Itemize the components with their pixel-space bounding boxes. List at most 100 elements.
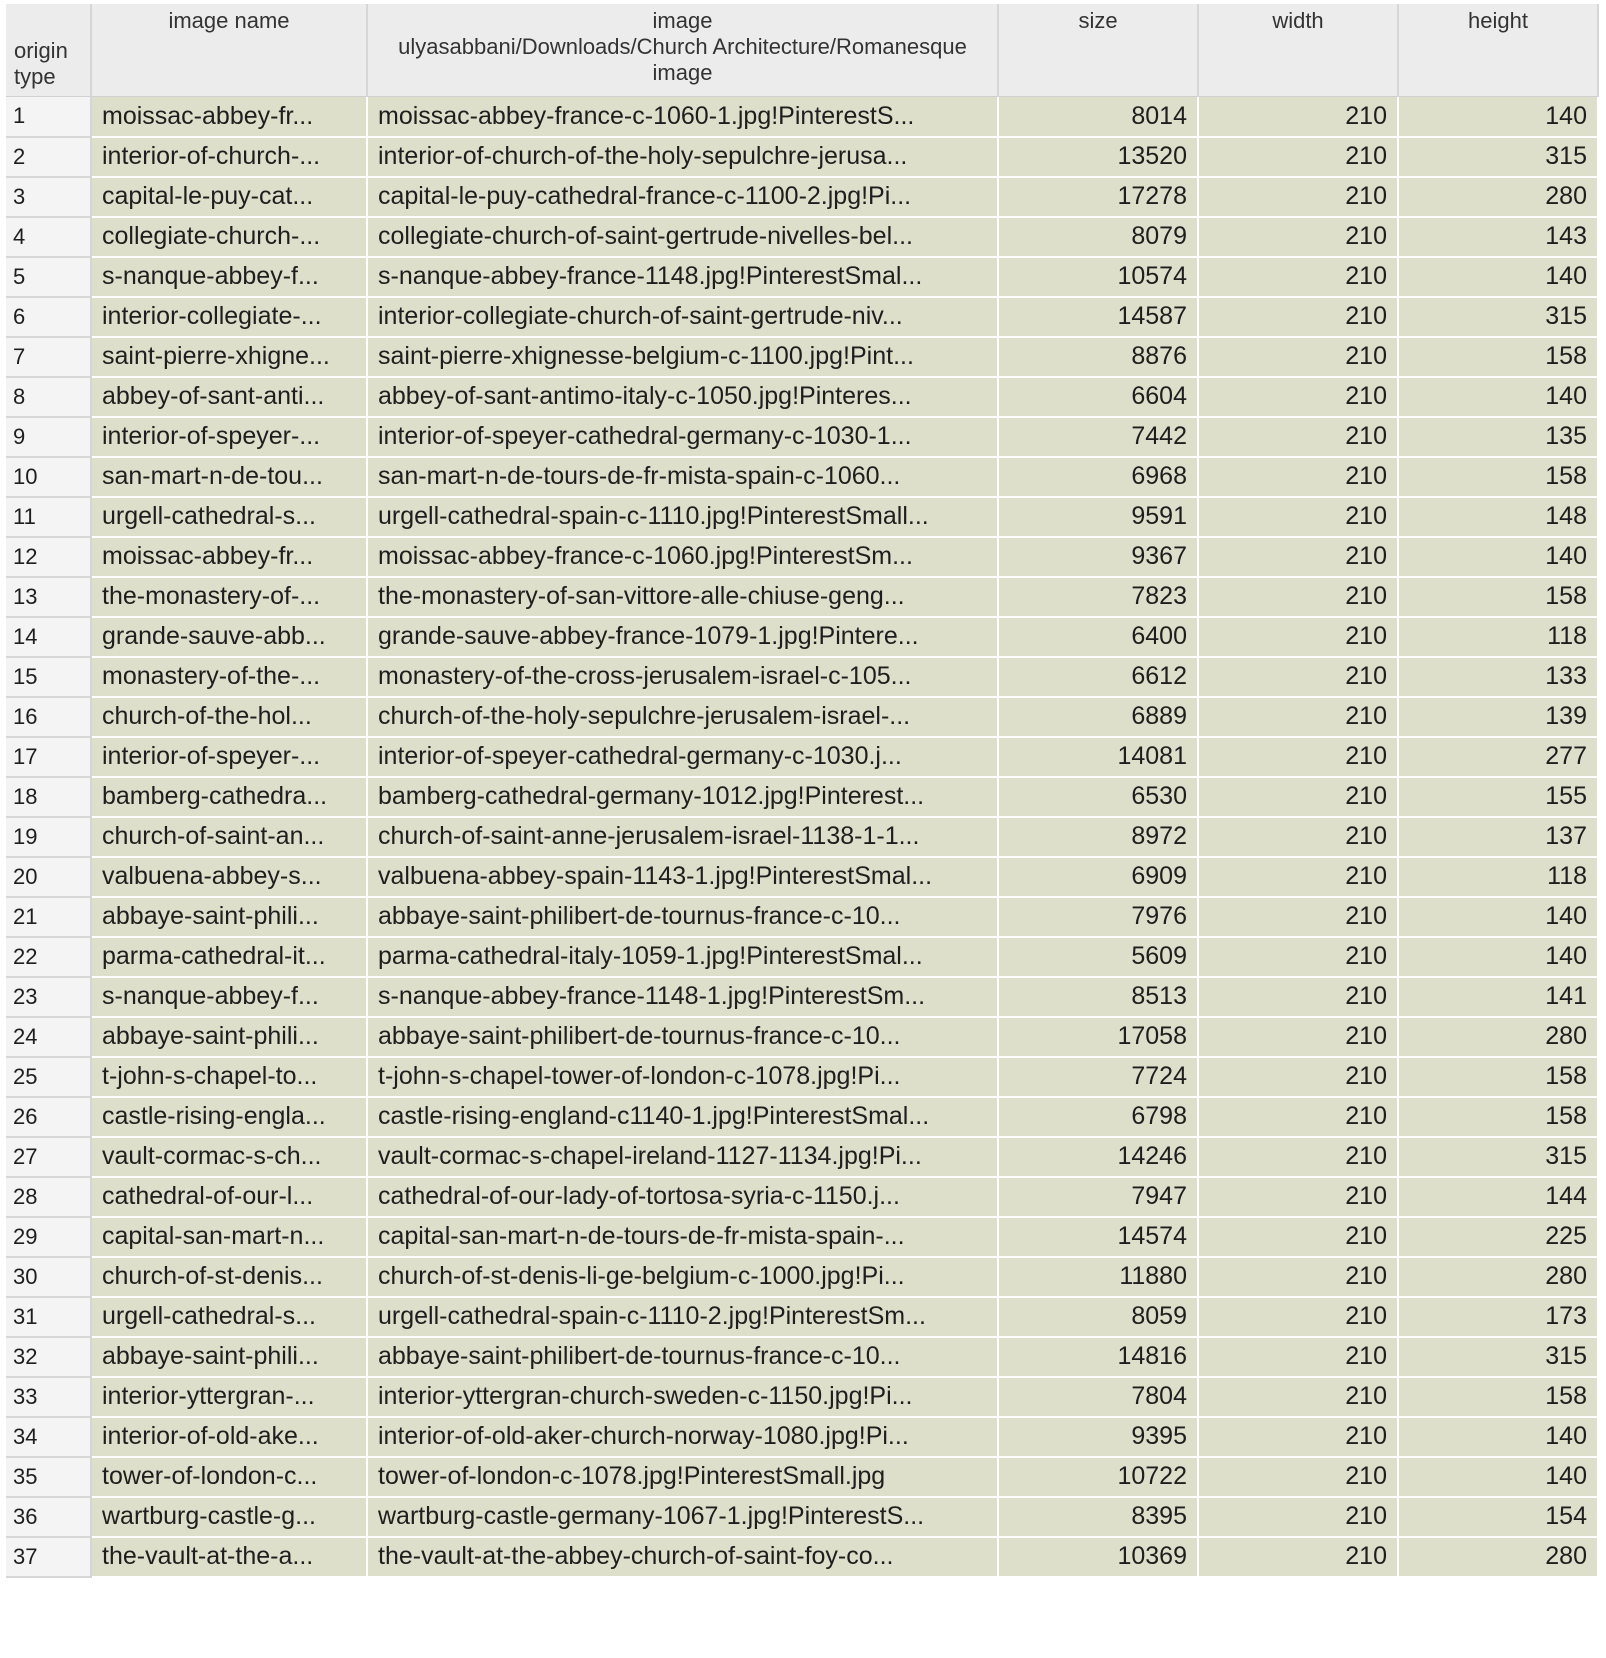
image-name-cell[interactable]: castle-rising-engla...: [91, 1096, 368, 1138]
width-cell[interactable]: 210: [1198, 1016, 1399, 1058]
row-index-cell[interactable]: 7: [6, 336, 92, 378]
image-cell[interactable]: castle-rising-england-c1140-1.jpg!Pinter…: [367, 1096, 999, 1138]
width-cell[interactable]: 210: [1198, 536, 1399, 578]
row-index-cell[interactable]: 18: [6, 776, 92, 818]
image-name-cell[interactable]: parma-cathedral-it...: [91, 936, 368, 978]
table-row[interactable]: 5 s-nanque-abbey-f... s-nanque-abbey-franc…: [6, 256, 1599, 298]
size-cell[interactable]: 8079: [998, 216, 1199, 258]
table-row[interactable]: 6 interior-collegiate-... interior-collegi…: [6, 296, 1599, 338]
width-cell[interactable]: 210: [1198, 96, 1399, 138]
width-cell[interactable]: 210: [1198, 336, 1399, 378]
size-cell[interactable]: 14574: [998, 1216, 1199, 1258]
row-index-cell[interactable]: 1: [6, 96, 92, 138]
row-index-cell[interactable]: 8: [6, 376, 92, 418]
table-row[interactable]: 1 moissac-abbey-fr... moissac-abbey-france…: [6, 96, 1599, 138]
height-cell[interactable]: 133: [1398, 656, 1599, 698]
table-row[interactable]: 13 the-monastery-of-... the-monastery-of-s…: [6, 576, 1599, 618]
image-name-cell[interactable]: interior-of-speyer-...: [91, 736, 368, 778]
image-cell[interactable]: interior-yttergran-church-sweden-c-1150.…: [367, 1376, 999, 1418]
size-cell[interactable]: 6798: [998, 1096, 1199, 1138]
row-index-cell[interactable]: 34: [6, 1416, 92, 1458]
height-cell[interactable]: 140: [1398, 256, 1599, 298]
size-cell[interactable]: 9395: [998, 1416, 1199, 1458]
row-index-cell[interactable]: 32: [6, 1336, 92, 1378]
image-name-cell[interactable]: interior-of-church-...: [91, 136, 368, 178]
width-cell[interactable]: 210: [1198, 1336, 1399, 1378]
size-cell[interactable]: 7724: [998, 1056, 1199, 1098]
size-cell[interactable]: 7804: [998, 1376, 1199, 1418]
height-cell[interactable]: 315: [1398, 1136, 1599, 1178]
width-cell[interactable]: 210: [1198, 576, 1399, 618]
image-name-cell[interactable]: collegiate-church-...: [91, 216, 368, 258]
image-name-cell[interactable]: the-vault-at-the-a...: [91, 1536, 368, 1578]
size-cell[interactable]: 6889: [998, 696, 1199, 738]
image-cell[interactable]: s-nanque-abbey-france-1148-1.jpg!Pintere…: [367, 976, 999, 1018]
image-name-cell[interactable]: interior-of-speyer-...: [91, 416, 368, 458]
height-cell[interactable]: 280: [1398, 1256, 1599, 1298]
row-index-cell[interactable]: 5: [6, 256, 92, 298]
table-row[interactable]: 28 cathedral-of-our-l... cathedral-of-our-…: [6, 1176, 1599, 1218]
size-cell[interactable]: 8395: [998, 1496, 1199, 1538]
size-cell[interactable]: 8513: [998, 976, 1199, 1018]
image-cell[interactable]: church-of-st-denis-li-ge-belgium-c-1000.…: [367, 1256, 999, 1298]
table-row[interactable]: 26 castle-rising-engla... castle-rising-en…: [6, 1096, 1599, 1138]
size-cell[interactable]: 6612: [998, 656, 1199, 698]
width-cell[interactable]: 210: [1198, 896, 1399, 938]
width-cell[interactable]: 210: [1198, 1416, 1399, 1458]
size-cell[interactable]: 9367: [998, 536, 1199, 578]
size-cell[interactable]: 14246: [998, 1136, 1199, 1178]
image-cell[interactable]: church-of-saint-anne-jerusalem-israel-11…: [367, 816, 999, 858]
row-index-cell[interactable]: 17: [6, 736, 92, 778]
image-name-cell[interactable]: wartburg-castle-g...: [91, 1496, 368, 1538]
table-row[interactable]: 10 san-mart-n-de-tou... san-mart-n-de-tour…: [6, 456, 1599, 498]
image-cell[interactable]: wartburg-castle-germany-1067-1.jpg!Pinte…: [367, 1496, 999, 1538]
table-row[interactable]: 24 abbaye-saint-phili... abbaye-saint-phil…: [6, 1016, 1599, 1058]
size-cell[interactable]: 6909: [998, 856, 1199, 898]
size-cell[interactable]: 13520: [998, 136, 1199, 178]
size-cell[interactable]: 5609: [998, 936, 1199, 978]
image-name-cell[interactable]: cathedral-of-our-l...: [91, 1176, 368, 1218]
width-cell[interactable]: 210: [1198, 936, 1399, 978]
row-index-cell[interactable]: 23: [6, 976, 92, 1018]
row-index-cell[interactable]: 29: [6, 1216, 92, 1258]
image-name-cell[interactable]: t-john-s-chapel-to...: [91, 1056, 368, 1098]
height-cell[interactable]: 143: [1398, 216, 1599, 258]
size-cell[interactable]: 14816: [998, 1336, 1199, 1378]
image-cell[interactable]: cathedral-of-our-lady-of-tortosa-syria-c…: [367, 1176, 999, 1218]
image-cell[interactable]: interior-of-speyer-cathedral-germany-c-1…: [367, 416, 999, 458]
image-cell[interactable]: interior-of-speyer-cathedral-germany-c-1…: [367, 736, 999, 778]
column-header-width[interactable]: width: [1198, 4, 1399, 97]
height-cell[interactable]: 140: [1398, 896, 1599, 938]
width-cell[interactable]: 210: [1198, 1136, 1399, 1178]
table-row[interactable]: 2 interior-of-church-... interior-of-churc…: [6, 136, 1599, 178]
size-cell[interactable]: 9591: [998, 496, 1199, 538]
width-cell[interactable]: 210: [1198, 296, 1399, 338]
row-index-cell[interactable]: 36: [6, 1496, 92, 1538]
table-row[interactable]: 12 moissac-abbey-fr... moissac-abbey-franc…: [6, 536, 1599, 578]
image-name-cell[interactable]: interior-of-old-ake...: [91, 1416, 368, 1458]
row-index-cell[interactable]: 3: [6, 176, 92, 218]
height-cell[interactable]: 315: [1398, 136, 1599, 178]
image-name-cell[interactable]: interior-yttergran-...: [91, 1376, 368, 1418]
table-row[interactable]: 7 saint-pierre-xhigne... saint-pierre-xhig…: [6, 336, 1599, 378]
table-row[interactable]: 17 interior-of-speyer-... interior-of-spey…: [6, 736, 1599, 778]
width-cell[interactable]: 210: [1198, 1216, 1399, 1258]
table-row[interactable]: 15 monastery-of-the-... monastery-of-the-c…: [6, 656, 1599, 698]
row-index-cell[interactable]: 12: [6, 536, 92, 578]
row-index-cell[interactable]: 2: [6, 136, 92, 178]
width-cell[interactable]: 210: [1198, 456, 1399, 498]
width-cell[interactable]: 210: [1198, 616, 1399, 658]
width-cell[interactable]: 210: [1198, 1056, 1399, 1098]
table-row[interactable]: 14 grande-sauve-abb... grande-sauve-abbey-…: [6, 616, 1599, 658]
image-cell[interactable]: the-monastery-of-san-vittore-alle-chiuse…: [367, 576, 999, 618]
image-name-cell[interactable]: grande-sauve-abb...: [91, 616, 368, 658]
image-cell[interactable]: saint-pierre-xhignesse-belgium-c-1100.jp…: [367, 336, 999, 378]
table-row[interactable]: 9 interior-of-speyer-... interior-of-speye…: [6, 416, 1599, 458]
table-row[interactable]: 35 tower-of-london-c... tower-of-london-c-…: [6, 1456, 1599, 1498]
height-cell[interactable]: 137: [1398, 816, 1599, 858]
size-cell[interactable]: 6604: [998, 376, 1199, 418]
height-cell[interactable]: 140: [1398, 1456, 1599, 1498]
height-cell[interactable]: 140: [1398, 96, 1599, 138]
height-cell[interactable]: 280: [1398, 1016, 1599, 1058]
image-name-cell[interactable]: saint-pierre-xhigne...: [91, 336, 368, 378]
